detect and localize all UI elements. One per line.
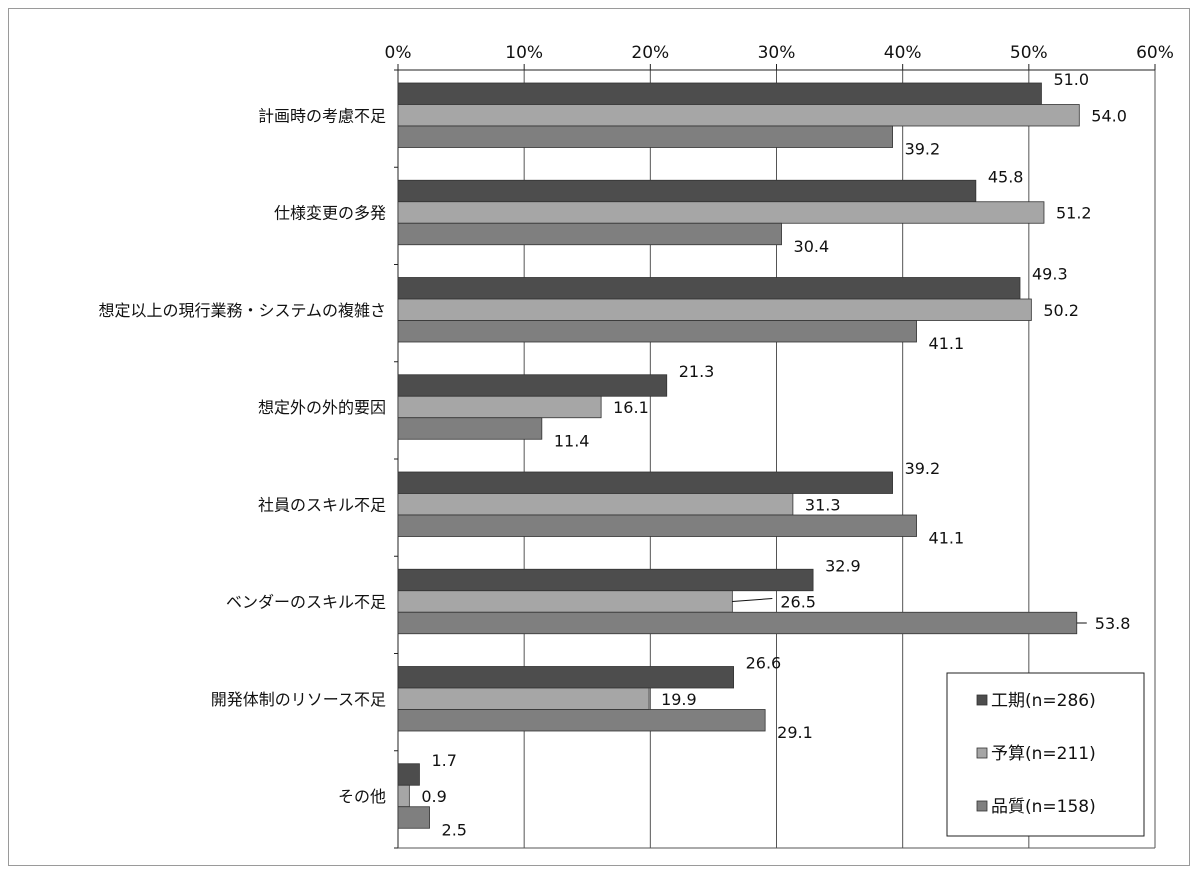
x-tick-label: 0% xyxy=(385,43,412,63)
category-label: 想定以上の現行業務・システムの複雑さ xyxy=(98,301,386,320)
legend-label: 予算(n=211) xyxy=(991,744,1096,764)
data-label: 26.5 xyxy=(780,593,816,612)
category-label: その他 xyxy=(338,787,386,806)
data-label: 50.2 xyxy=(1043,301,1079,320)
bar xyxy=(397,179,977,203)
bar xyxy=(397,514,917,537)
data-label: 30.4 xyxy=(794,237,830,256)
legend-swatch xyxy=(976,800,988,812)
data-label: 19.9 xyxy=(661,690,697,709)
bar xyxy=(397,374,668,397)
data-label: 53.8 xyxy=(1095,614,1131,633)
data-label: 16.1 xyxy=(613,398,649,417)
bar xyxy=(397,590,733,613)
category-label: ベンダーのスキル不足 xyxy=(226,593,386,612)
category-label: 計画時の考慮不足 xyxy=(258,106,386,125)
leader-line xyxy=(732,598,773,602)
legend-swatch xyxy=(976,694,988,706)
bar xyxy=(397,763,420,786)
data-label: 31.3 xyxy=(805,495,841,514)
bar xyxy=(397,298,1032,321)
x-tick-label: 60% xyxy=(1136,43,1174,63)
data-label: 21.3 xyxy=(679,362,715,381)
data-label: 1.7 xyxy=(431,751,456,770)
bar xyxy=(397,471,893,494)
category-label: 社員のスキル不足 xyxy=(258,495,386,514)
data-label: 51.2 xyxy=(1056,204,1092,223)
category-label: 開発体制のリソース不足 xyxy=(211,690,386,709)
x-tick-label: 50% xyxy=(1010,43,1048,63)
x-tick-label: 40% xyxy=(884,43,922,63)
bar xyxy=(397,417,543,440)
bar xyxy=(397,806,430,829)
data-label: 51.0 xyxy=(1053,70,1089,89)
bar xyxy=(397,666,735,689)
data-label: 39.2 xyxy=(905,140,941,159)
x-tick-label: 30% xyxy=(758,43,796,63)
bar xyxy=(397,277,1021,300)
bar xyxy=(397,611,1078,635)
data-label: 11.4 xyxy=(554,431,590,450)
data-label: 39.2 xyxy=(905,459,941,478)
bar xyxy=(397,82,1042,105)
category-label: 仕様変更の多発 xyxy=(274,204,386,223)
x-tick-label: 20% xyxy=(631,43,669,63)
data-label: 29.1 xyxy=(777,723,813,742)
data-label: 49.3 xyxy=(1032,265,1068,284)
bar xyxy=(397,568,814,592)
data-label: 32.9 xyxy=(825,556,861,575)
bar xyxy=(397,395,602,419)
data-label: 2.5 xyxy=(442,820,467,839)
bar xyxy=(397,709,766,732)
bar xyxy=(397,222,782,246)
bar xyxy=(397,320,917,343)
legend-label: 工期(n=286) xyxy=(991,691,1096,711)
category-label: 想定外の外的要因 xyxy=(258,398,386,417)
legend-label: 品質(n=158) xyxy=(991,797,1096,817)
data-label: 45.8 xyxy=(988,167,1024,186)
bar xyxy=(397,493,794,516)
data-label: 41.1 xyxy=(929,529,965,548)
data-label: 0.9 xyxy=(421,787,446,806)
bar xyxy=(397,784,410,808)
data-label: 41.1 xyxy=(929,334,965,353)
data-label: 54.0 xyxy=(1091,106,1127,125)
bar xyxy=(397,201,1045,224)
bar xyxy=(397,104,1080,127)
data-label: 26.6 xyxy=(746,654,782,673)
bar xyxy=(397,125,893,148)
legend-swatch xyxy=(976,747,988,759)
bar xyxy=(397,687,650,710)
x-tick-label: 10% xyxy=(505,43,543,63)
